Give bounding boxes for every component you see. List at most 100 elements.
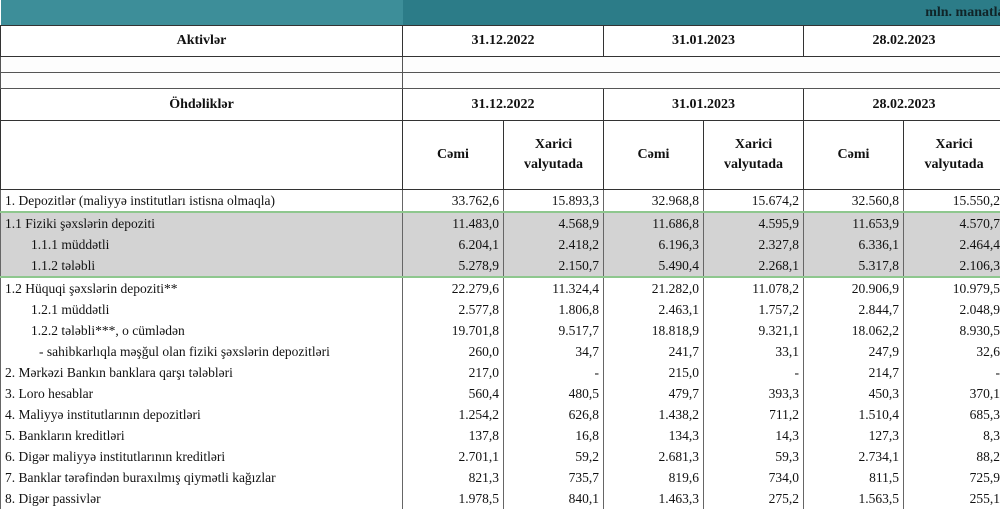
value-cell: 22.279,6 [402, 277, 504, 299]
value-cell: 59,3 [703, 446, 804, 467]
value-cell: 255,1 [902, 488, 1000, 509]
value-cell: 2.150,7 [503, 255, 604, 278]
assets-header: Aktivlər 31.12.2022 31.01.2023 28.02.2023 [0, 25, 1000, 57]
value-cell: 2.734,1 [803, 446, 904, 467]
value-cell: 241,7 [603, 341, 704, 362]
value-cell: 11.324,4 [503, 277, 604, 299]
value-cell: 1.757,2 [703, 299, 804, 320]
row-label: 1.1 Fiziki şəxslərin depoziti [0, 211, 403, 234]
value-cell: 393,3 [703, 383, 804, 404]
data-row: - sahibkarlıqla məşğul olan fiziki şəxsl… [0, 341, 1000, 362]
value-cell: 6.204,1 [402, 234, 504, 255]
value-cell: 32,6 [902, 341, 1000, 362]
value-cell: 9.321,1 [703, 320, 804, 341]
column-subheader: Xarici valyutada [703, 120, 804, 190]
value-cell: 4.570,7 [902, 211, 1000, 234]
value-cell: 840,1 [503, 488, 604, 509]
value-cell: 2.463,1 [603, 299, 704, 320]
value-cell: 33,1 [703, 341, 804, 362]
value-cell: 5.317,8 [803, 255, 904, 278]
value-cell: 6.336,1 [803, 234, 904, 255]
row-label: 3. Loro hesablar [0, 383, 403, 404]
unit-bar: mln. manatla [0, 0, 1000, 26]
column-subheader: Xarici valyutada [503, 120, 604, 190]
value-cell: 18.818,9 [603, 320, 704, 341]
data-row: 2. Mərkəzi Bankın banklara qarşı tələblə… [0, 362, 1000, 383]
value-cell: 9.517,7 [503, 320, 604, 341]
value-cell: 10.979,5 [902, 277, 1000, 299]
value-cell: 560,4 [402, 383, 504, 404]
value-cell: 11.483,0 [402, 211, 504, 234]
value-cell: 260,0 [402, 341, 504, 362]
blank-row [0, 56, 1000, 73]
row-label: 4. Maliyyə institutlarının depozitləri [0, 404, 403, 425]
blank-row [0, 72, 1000, 89]
value-cell: 735,7 [503, 467, 604, 488]
column-subheader: Cəmi [603, 120, 704, 190]
data-row: 1.2.2 tələbli***, o cümlədən 19.701,8 9.51… [0, 320, 1000, 341]
value-cell: 734,0 [703, 467, 804, 488]
liabilities-header: Öhdəliklər 31.12.2022 31.01.2023 28.02.2023 [0, 88, 1000, 121]
row-label: 2. Mərkəzi Bankın banklara qarşı tələblə… [0, 362, 403, 383]
row-label: - sahibkarlıqla məşğul olan fiziki şəxsl… [0, 341, 403, 362]
value-cell: 5.278,9 [402, 255, 504, 278]
data-row: 3. Loro hesablar 560,4 480,5 479,7 393,3 450,… [0, 383, 1000, 404]
value-cell: 1.438,2 [603, 404, 704, 425]
row-label: 1.2 Hüquqi şəxslərin depoziti** [0, 277, 403, 299]
date-header: 31.01.2023 [603, 88, 804, 121]
data-row: 1.2 Hüquqi şəxslərin depoziti** 22.279,6 1… [0, 277, 1000, 299]
value-cell: 2.701,1 [402, 446, 504, 467]
value-cell: 127,3 [803, 425, 904, 446]
liabilities-table: mln. manatla Aktivlər 31.12.2022 31.01.2023… [0, 0, 1000, 509]
value-cell: 275,2 [703, 488, 804, 509]
value-cell: 821,3 [402, 467, 504, 488]
row-label: 7. Banklar tərəfindən buraxılmış qiymətl… [0, 467, 403, 488]
date-header: 31.12.2022 [402, 88, 604, 121]
value-cell: 725,9 [902, 467, 1000, 488]
value-cell: 4.568,9 [503, 211, 604, 234]
value-cell: 32.560,8 [803, 189, 904, 212]
value-cell: 2.106,3 [902, 255, 1000, 278]
value-cell: 11.078,2 [703, 277, 804, 299]
section-header: Öhdəliklər [0, 88, 403, 121]
row-label: 1.2.2 tələbli***, o cümlədən [0, 320, 403, 341]
data-row: 1.2.1 müddətli 2.577,8 1.806,8 2.463,1 1.757… [0, 299, 1000, 320]
value-cell: 6.196,3 [603, 234, 704, 255]
data-row: 1. Depozitlər (maliyyə institutları isti… [0, 189, 1000, 212]
value-cell: 8.930,5 [902, 320, 1000, 341]
data-row: 1.1 Fiziki şəxslərin depoziti 11.483,0 4.5… [0, 211, 1000, 234]
value-cell: 20.906,9 [803, 277, 904, 299]
date-header: 31.01.2023 [603, 25, 804, 57]
row-label: 8. Digər passivlər [0, 488, 403, 509]
value-cell: 2.681,3 [603, 446, 704, 467]
value-cell: 14,3 [703, 425, 804, 446]
value-cell: 18.062,2 [803, 320, 904, 341]
value-cell: 32.968,8 [603, 189, 704, 212]
blank-cell [401, 72, 1000, 89]
value-cell: 2.464,4 [902, 234, 1000, 255]
date-header: 31.12.2022 [402, 25, 604, 57]
value-cell: 1.510,4 [803, 404, 904, 425]
value-cell: 88,2 [902, 446, 1000, 467]
data-row: 6. Digər maliyyə institutlarının kreditl… [0, 446, 1000, 467]
section-header: Aktivlər [0, 25, 403, 57]
value-cell: 11.686,8 [603, 211, 704, 234]
value-cell: 1.254,2 [402, 404, 504, 425]
subheader-row: Cəmi Xarici valyutada Cəmi Xarici valyutada… [0, 120, 1000, 190]
value-cell: 1.463,3 [603, 488, 704, 509]
value-cell: - [703, 362, 804, 383]
data-row: 8. Digər passivlər 1.978,5 840,1 1.463,3 275… [0, 488, 1000, 509]
value-cell: 480,5 [503, 383, 604, 404]
column-subheader: Cəmi [402, 120, 504, 190]
value-cell: 33.762,6 [402, 189, 504, 212]
data-row: 4. Maliyyə institutlarının depozitləri 1.… [0, 404, 1000, 425]
value-cell: 1.806,8 [503, 299, 604, 320]
bar-left [0, 0, 403, 26]
blank-cell [0, 72, 403, 89]
value-cell: 214,7 [803, 362, 904, 383]
value-cell: 59,2 [503, 446, 604, 467]
value-cell: 15.893,3 [503, 189, 604, 212]
value-cell: 215,0 [603, 362, 704, 383]
value-cell: 1.563,5 [803, 488, 904, 509]
